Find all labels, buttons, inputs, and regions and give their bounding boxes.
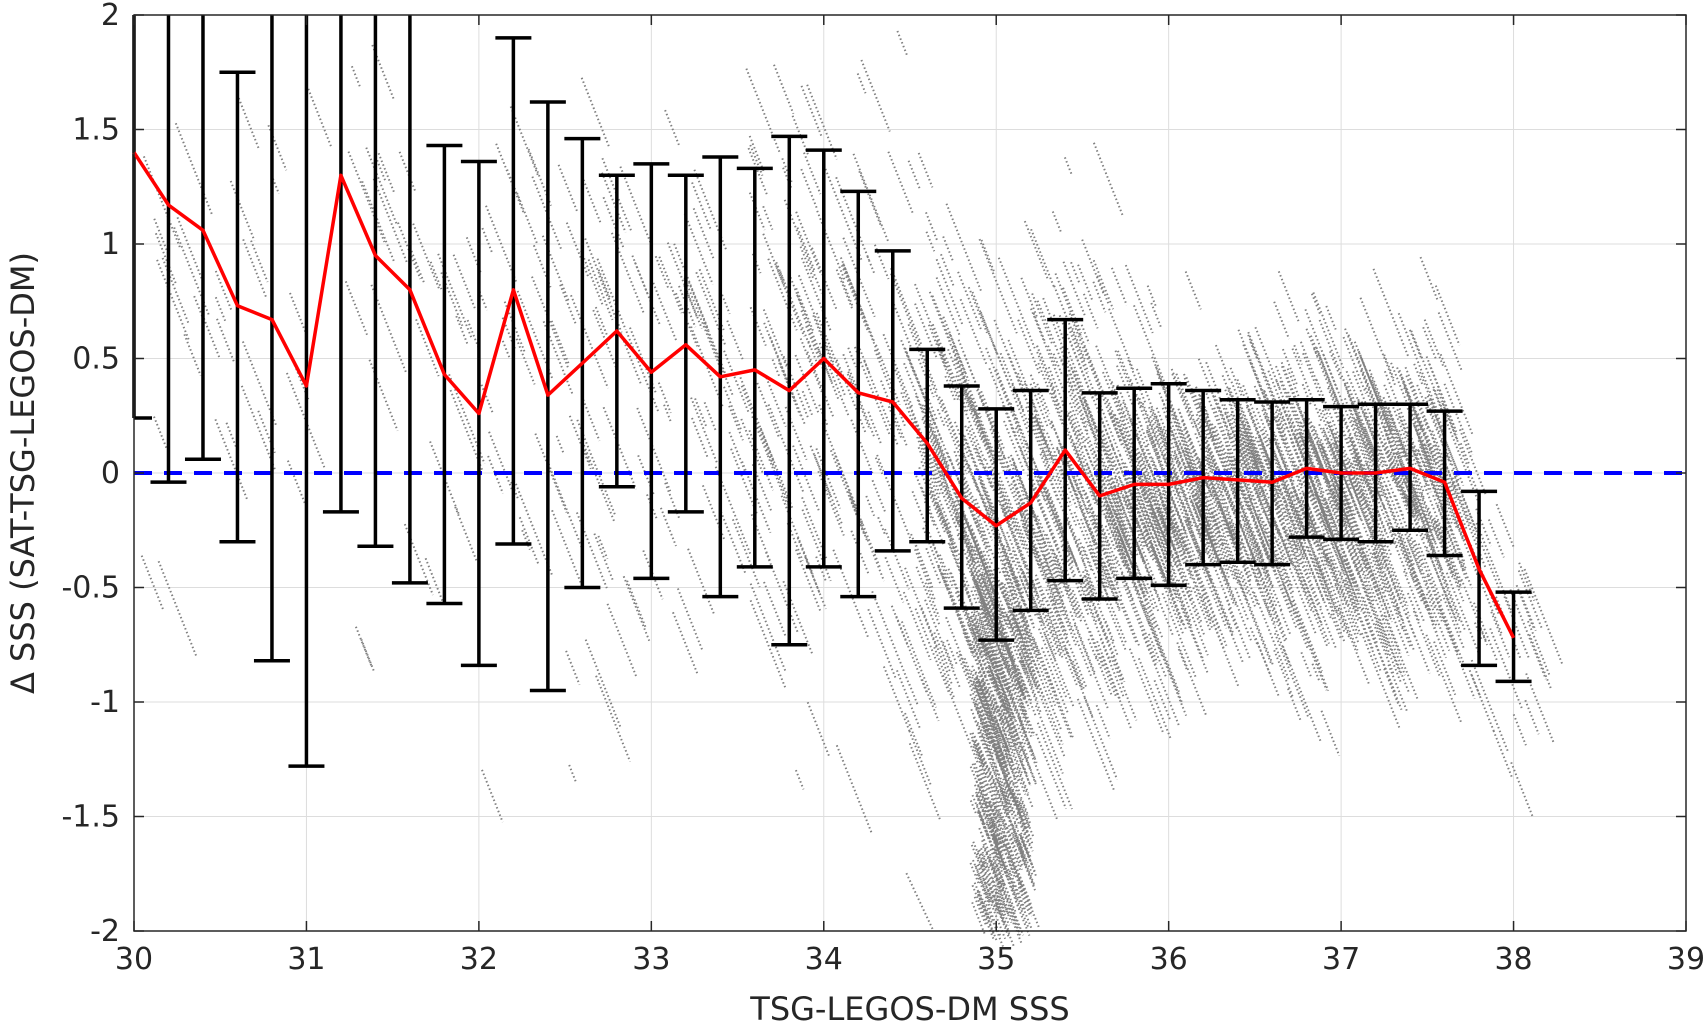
- y-axis-label: Δ SSS (SAT-TSG-LEGOS-DM): [4, 252, 42, 694]
- x-tick-label: 38: [1494, 942, 1532, 977]
- y-tick-label: -0.5: [61, 571, 120, 606]
- y-tick-label: 1: [101, 227, 120, 262]
- y-tick-label: -2: [90, 914, 120, 949]
- x-tick-label: 37: [1322, 942, 1360, 977]
- y-tick-label: -1.5: [61, 800, 120, 835]
- x-tick-label: 32: [460, 942, 498, 977]
- x-axis-label: TSG-LEGOS-DM SSS: [749, 990, 1069, 1028]
- axis-ticks: 30 31 32 33 34 35 36 37 38 39 2 1.5 1 0.5 0 -0.5 -1 -1.5 -…: [61, 0, 1705, 977]
- error-bar: [150, 15, 187, 484]
- scatter-cloud: [140, 30, 1564, 948]
- y-tick-label: 1.5: [72, 113, 120, 148]
- error-bar: [391, 15, 428, 585]
- x-tick-label: 30: [115, 942, 153, 977]
- y-tick-label: 2: [101, 0, 120, 33]
- y-tick-label: -1: [90, 685, 120, 720]
- x-tick-label: 31: [287, 942, 325, 977]
- x-tick-label: 34: [805, 942, 843, 977]
- mean-line: [132, 151, 1516, 639]
- x-tick-label: 36: [1150, 942, 1188, 977]
- x-tick-label: 33: [632, 942, 670, 977]
- error-bar: [322, 15, 359, 514]
- y-tick-label: 0: [101, 456, 120, 491]
- error-bar: [288, 15, 325, 768]
- error-bar: [1461, 489, 1498, 668]
- y-tick-label: 0.5: [72, 342, 120, 377]
- scatter-points: [140, 30, 1564, 948]
- error-bar: [736, 166, 773, 569]
- error-bar: [253, 15, 290, 663]
- x-tick-label: 39: [1667, 942, 1705, 977]
- x-tick-label: 35: [977, 942, 1015, 977]
- error-bar: [184, 15, 221, 462]
- error-bar: [357, 15, 394, 549]
